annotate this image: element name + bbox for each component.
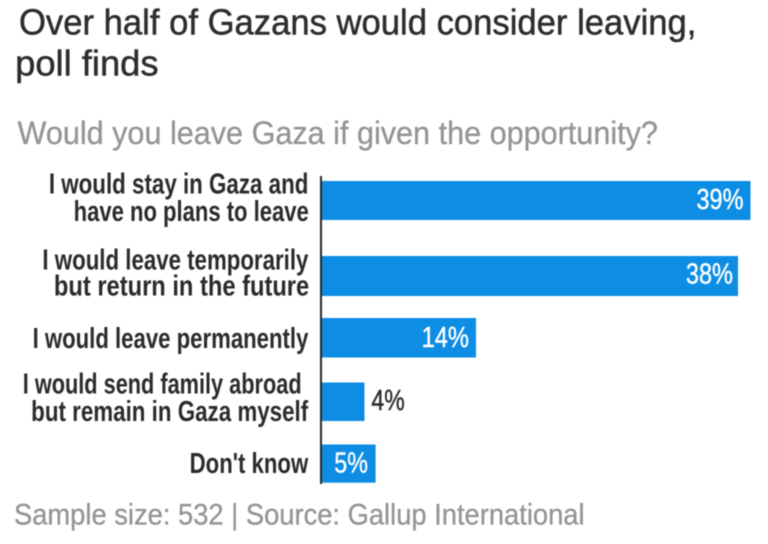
- svg-text:but return in the future: but return in the future: [54, 269, 309, 302]
- svg-text:have no plans to leave: have no plans to leave: [74, 196, 309, 228]
- svg-text:Sample size: 532 | Source: Gal: Sample size: 532 | Source: Gallup Intern…: [14, 498, 585, 531]
- svg-text:5%: 5%: [334, 446, 368, 479]
- svg-text:poll finds: poll finds: [15, 42, 158, 83]
- svg-text:I would leave permanently: I would leave permanently: [33, 323, 309, 354]
- svg-text:Don't know: Don't know: [190, 448, 309, 479]
- svg-text:39%: 39%: [697, 182, 744, 215]
- svg-text:but remain in Gaza myself: but remain in Gaza myself: [31, 396, 308, 427]
- svg-text:Would you leave Gaza if given: Would you leave Gaza if given the opport…: [18, 115, 658, 151]
- svg-text:Over half of Gazans would cons: Over half of Gazans would consider leavi…: [19, 3, 696, 43]
- svg-text:I would send family abroad: I would send family abroad: [23, 369, 302, 401]
- svg-text:14%: 14%: [422, 321, 469, 354]
- svg-text:I would stay in Gaza and: I would stay in Gaza and: [49, 169, 309, 200]
- svg-text:4%: 4%: [371, 383, 404, 416]
- svg-text:38%: 38%: [686, 257, 733, 290]
- svg-text:I would leave temporarily: I would leave temporarily: [42, 245, 309, 276]
